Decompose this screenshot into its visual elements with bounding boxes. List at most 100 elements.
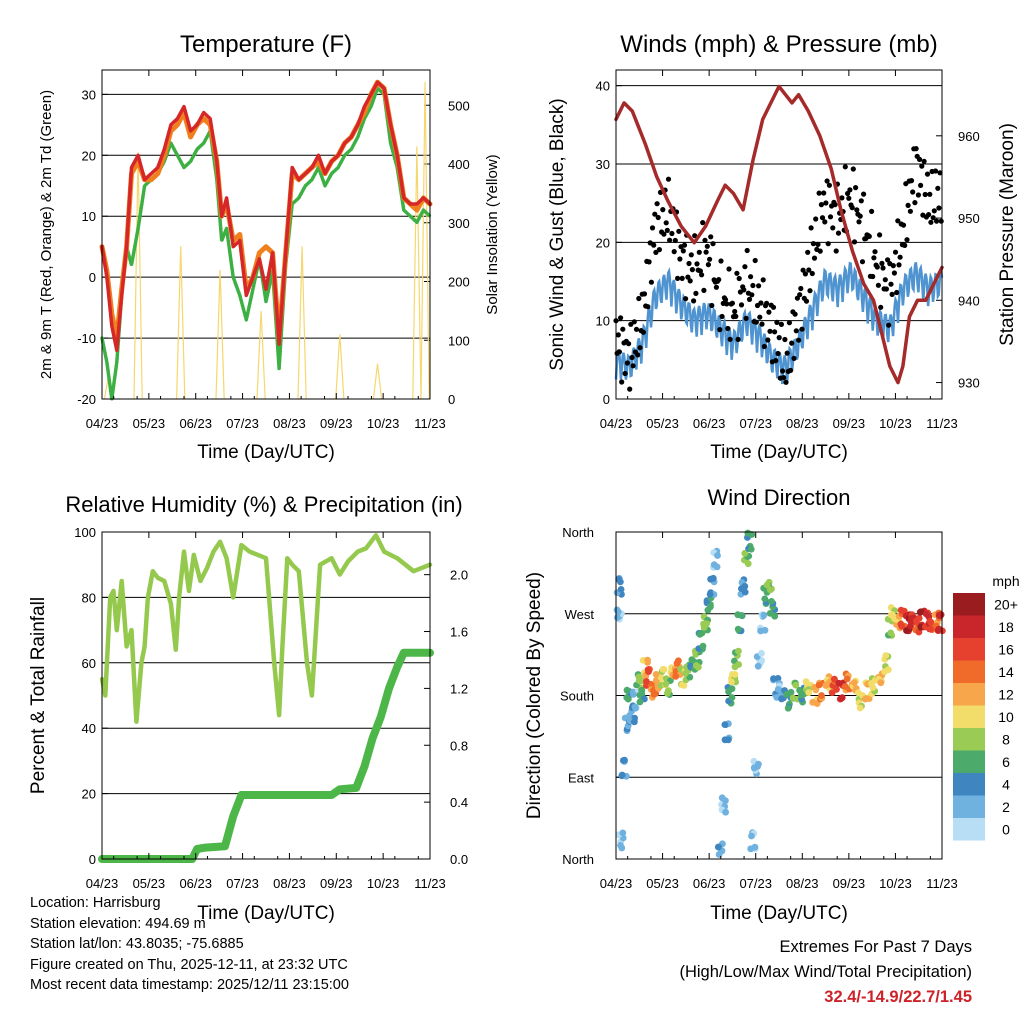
wind-direction-point: [645, 668, 652, 675]
gust-point: [724, 301, 730, 307]
winds-ytick-label: 30: [596, 157, 610, 172]
gust-point: [833, 248, 839, 254]
gust-point: [832, 202, 838, 208]
winds-xlabel: Time (Day/UTC): [710, 442, 848, 463]
wind-direction-point: [935, 625, 942, 633]
colorbar-swatch: [953, 705, 985, 728]
solar-insolation-spike: [256, 310, 266, 400]
gust-point: [654, 201, 660, 207]
gust-point: [883, 286, 890, 292]
rh-ytick-label: 40: [82, 721, 96, 736]
extremes-values: 32.4/-14.9/22.7/1.45: [824, 988, 972, 1006]
gust-point: [688, 252, 694, 258]
winds-xtick-label: 10/23: [879, 416, 912, 431]
gust-point: [913, 146, 919, 152]
rh-xtick-label: 08/23: [273, 876, 306, 891]
solar-insolation-spike: [297, 246, 307, 400]
gust-point: [729, 300, 736, 306]
gust-point: [636, 295, 642, 302]
gust-point: [709, 302, 715, 309]
colorbar-label: 20+: [994, 596, 1018, 612]
gust-point: [890, 263, 896, 269]
gust-point: [774, 319, 780, 325]
gust-point: [630, 363, 636, 369]
temp-frame: [101, 69, 431, 400]
gust-point: [824, 178, 830, 184]
gust-point: [805, 249, 811, 255]
gust-point: [802, 271, 809, 277]
pressure-ylabel: Station Pressure (Maroon): [997, 123, 1018, 346]
rh-xtick-label: 09/23: [320, 876, 353, 891]
precip-ytick-label: 0.8: [450, 738, 468, 753]
winds-xtick-label: 05/23: [646, 416, 679, 431]
wind-direction-point: [714, 843, 722, 851]
gust-point: [927, 191, 933, 197]
wind-direction-point: [700, 620, 707, 628]
wind-direction-point: [754, 662, 762, 670]
gust-point: [618, 315, 624, 321]
gust-point: [808, 225, 814, 231]
wind-direction-point: [741, 582, 749, 590]
gust-point: [791, 355, 797, 361]
gust-point: [811, 255, 818, 261]
gust-point: [858, 198, 864, 204]
gust-point: [710, 241, 716, 247]
precip-ytick-label: 0.4: [450, 795, 468, 810]
wind-direction-point: [718, 794, 726, 802]
gust-point: [681, 242, 688, 248]
gust-point: [874, 264, 880, 270]
gust-point: [853, 185, 859, 191]
wind-direction-point: [731, 671, 739, 678]
rh-frame: [101, 531, 431, 860]
gust-point: [847, 187, 853, 193]
colorbar-swatch: [953, 593, 985, 616]
wd-ytick-label: North: [562, 525, 594, 540]
gust-point: [627, 386, 633, 392]
gust-point: [918, 182, 924, 188]
wind-direction-point: [652, 671, 660, 678]
gust-point: [665, 176, 672, 182]
pressure-ytick-label: 940: [958, 293, 980, 308]
wind-direction-point: [854, 689, 862, 697]
gust-point: [928, 219, 934, 225]
gust-point: [905, 202, 911, 208]
solar-ytick-label: 200: [448, 275, 470, 290]
wind-direction-point: [619, 757, 627, 764]
wind-direction-point: [802, 678, 810, 685]
gust-point: [722, 297, 729, 303]
gust-point: [826, 182, 833, 188]
winds-frame: [615, 69, 943, 400]
precip-ytick-label: 1.6: [450, 625, 468, 640]
gust-point: [880, 265, 886, 271]
gust-point: [806, 267, 812, 273]
gust-point: [877, 232, 883, 238]
gust-point: [758, 300, 764, 306]
gust-point: [839, 195, 845, 201]
wd-xtick-label: 09/23: [833, 876, 866, 891]
wind-direction-point: [734, 625, 742, 633]
gust-point: [733, 313, 739, 319]
gust-point: [894, 289, 900, 296]
gust-point: [842, 164, 848, 170]
wind-direction-point: [754, 763, 761, 770]
colorbar-label: 2: [1002, 799, 1010, 815]
gust-point: [866, 233, 872, 239]
gust-point: [859, 259, 866, 265]
gust-point: [912, 200, 918, 206]
temp-xtick-label: 08/23: [273, 416, 306, 431]
gust-point: [761, 343, 767, 350]
gust-point: [807, 288, 813, 294]
gust-point: [902, 242, 908, 248]
gust-point: [888, 281, 894, 287]
wind-direction-point: [731, 663, 739, 671]
solar-ytick-label: 0: [448, 392, 455, 407]
wind-direction-point: [672, 672, 680, 680]
wind-direction-point: [728, 694, 736, 701]
wind-direction-point: [887, 629, 895, 637]
gust-point: [757, 314, 763, 320]
gust-point: [752, 257, 758, 264]
wd-ytick-label: North: [562, 852, 594, 867]
wind-direction-point: [784, 704, 792, 712]
gust-point: [827, 214, 834, 220]
gust-point: [798, 285, 804, 292]
